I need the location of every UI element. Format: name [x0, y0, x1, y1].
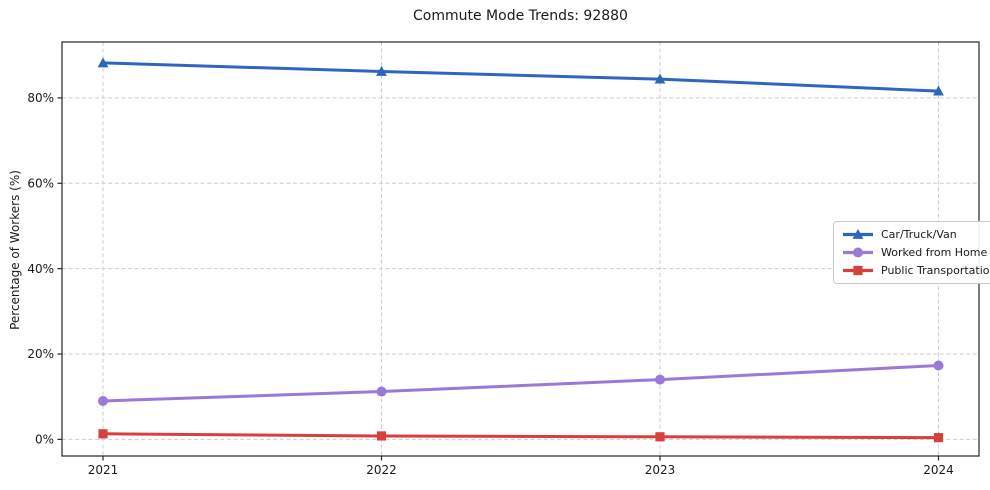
legend-sample-circle-icon	[843, 247, 873, 258]
y-tick-label: 40%	[27, 262, 54, 276]
series-marker-square	[933, 433, 944, 443]
series-marker-triangle	[654, 73, 666, 84]
legend-label: Worked from Home	[881, 246, 988, 259]
legend-label: Car/Truck/Van	[881, 228, 957, 241]
chart-title: Commute Mode Trends: 92880	[413, 8, 628, 24]
legend-sample-square-icon	[843, 265, 873, 276]
series-marker-square	[376, 431, 387, 441]
series-marker-circle	[655, 374, 665, 385]
series-marker-triangle	[97, 57, 109, 68]
y-tick-label: 0%	[35, 433, 54, 447]
y-tick-label: 60%	[27, 176, 54, 190]
series-line-worked-from-home	[101, 364, 940, 403]
legend-item-public-transportation: Public Transportation	[842, 264, 990, 277]
series-marker-square	[98, 429, 108, 439]
x-tick-label: 2023	[645, 463, 676, 477]
legend: Car/Truck/Van Worked from Home Public Tran…	[833, 221, 990, 284]
series-marker-circle	[933, 360, 944, 371]
legend-item-car-truck-van: Car/Truck/Van	[842, 228, 990, 241]
series-line-car-truck-van	[101, 61, 940, 93]
series-marker-triangle	[933, 85, 944, 96]
series-marker-circle	[98, 395, 108, 406]
legend-sample-marker	[853, 265, 863, 276]
legend-sample-marker	[852, 228, 864, 239]
y-tick-label: 80%	[27, 91, 54, 105]
legend-label: Public Transportation	[881, 264, 990, 277]
x-tick-label: 2022	[366, 463, 397, 477]
legend-sample-marker	[853, 247, 863, 258]
series-marker-square	[655, 432, 665, 442]
x-tick-label: 2021	[88, 463, 119, 477]
legend-item-worked-from-home: Worked from Home	[842, 246, 990, 259]
series-marker-circle	[376, 386, 387, 397]
y-tick-label: 20%	[27, 347, 54, 361]
series-line-public-transportation	[101, 432, 940, 440]
legend-sample-triangle-icon	[843, 228, 873, 239]
x-tick-label: 2024	[923, 463, 954, 477]
series-marker-triangle	[376, 65, 387, 76]
